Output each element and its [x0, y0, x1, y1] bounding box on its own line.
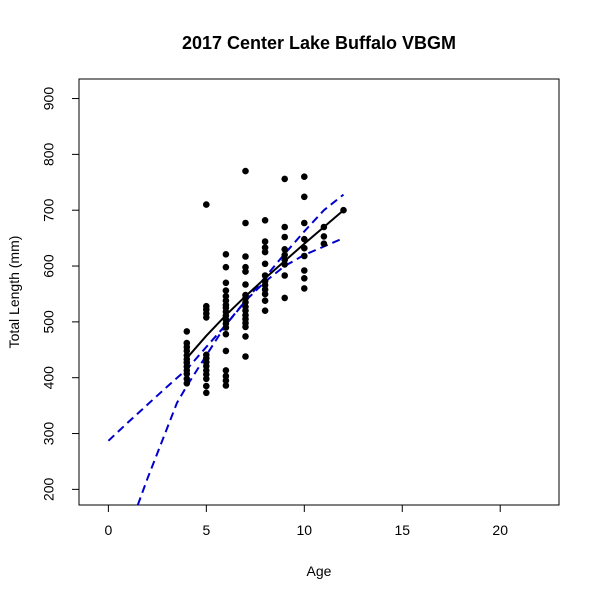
- data-point: [301, 275, 308, 282]
- data-point: [301, 285, 308, 292]
- data-point: [261, 238, 269, 245]
- data-point: [301, 244, 308, 252]
- ci-upper-line: [107, 193, 345, 442]
- data-point: [222, 287, 230, 294]
- x-tick-label: 5: [202, 522, 210, 538]
- data-point: [222, 382, 230, 389]
- data-point: [203, 201, 210, 208]
- x-tick-label: 10: [297, 522, 313, 538]
- data-point: [320, 233, 328, 240]
- data-point: [183, 380, 191, 387]
- y-axis: 200 300 400 500 600 700 800 900: [41, 87, 80, 501]
- data-point: [203, 382, 210, 390]
- data-point: [261, 307, 269, 315]
- data-point: [281, 251, 289, 259]
- data-point: [281, 223, 289, 231]
- data-point: [242, 281, 249, 288]
- data-point: [261, 248, 269, 256]
- data-point: [183, 328, 191, 335]
- data-point: [222, 263, 230, 271]
- data-point: [281, 294, 289, 302]
- data-point: [222, 324, 230, 331]
- y-tick-label: 900: [41, 87, 57, 111]
- data-point: [222, 347, 230, 355]
- data-point: [281, 233, 289, 241]
- data-point: [222, 251, 230, 258]
- data-point: [203, 389, 210, 397]
- fit-line: [186, 209, 345, 359]
- data-point: [203, 314, 210, 321]
- x-tick-label: 15: [394, 522, 410, 538]
- data-point: [242, 253, 249, 260]
- data-point: [301, 219, 308, 227]
- data-point: [281, 175, 289, 183]
- y-tick-label: 400: [41, 366, 57, 390]
- data-point: [242, 268, 249, 275]
- data-point: [203, 375, 210, 383]
- x-tick-label: 0: [104, 522, 112, 538]
- data-point: [222, 279, 230, 287]
- data-point: [261, 260, 269, 268]
- data-point: [301, 252, 308, 260]
- x-axis-label: Age: [307, 563, 332, 579]
- plot-area: [107, 167, 347, 505]
- x-tick-label: 20: [492, 522, 508, 538]
- data-point: [301, 173, 308, 180]
- data-point: [301, 235, 308, 243]
- y-tick-label: 800: [41, 142, 57, 166]
- y-tick-label: 600: [41, 254, 57, 278]
- data-point: [242, 167, 249, 175]
- plot-box: [78, 78, 560, 506]
- data-point: [320, 240, 328, 247]
- data-point: [301, 193, 308, 201]
- data-point: [222, 367, 230, 374]
- data-point: [242, 219, 249, 227]
- data-point: [242, 333, 249, 340]
- y-tick-label: 700: [41, 198, 57, 222]
- data-point: [242, 323, 249, 331]
- data-point: [281, 246, 289, 253]
- chart-title: 2017 Center Lake Buffalo VBGM: [182, 33, 456, 53]
- y-tick-label: 200: [41, 477, 57, 501]
- y-tick-label: 300: [41, 422, 57, 446]
- data-point: [261, 297, 269, 305]
- x-axis: 0 5 10 15 20: [104, 504, 508, 538]
- data-point: [261, 290, 269, 298]
- data-point: [222, 377, 230, 384]
- ci-lower-line: [136, 237, 344, 505]
- data-point: [261, 217, 269, 224]
- data-point: [242, 353, 249, 360]
- y-tick-label: 500: [41, 310, 57, 334]
- data-point: [281, 272, 289, 279]
- data-point: [222, 330, 230, 338]
- y-axis-label: Total Length (mm): [6, 236, 22, 349]
- data-point: [301, 267, 308, 274]
- data-point: [183, 370, 191, 378]
